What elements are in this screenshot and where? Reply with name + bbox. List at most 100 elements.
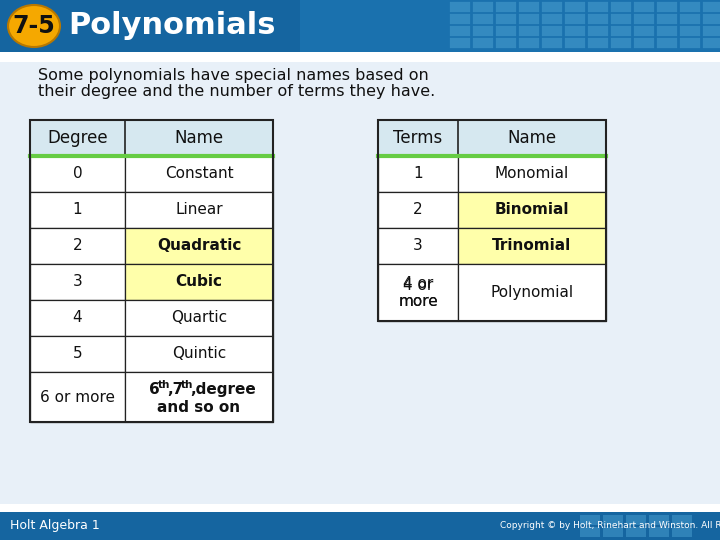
Bar: [634, 26, 654, 36]
Bar: [125, 192, 273, 228]
Bar: [378, 228, 458, 264]
Text: 7-5: 7-5: [13, 14, 55, 38]
Bar: [458, 156, 606, 192]
Text: Degree: Degree: [48, 129, 108, 147]
Bar: [703, 26, 720, 36]
Bar: [588, 26, 608, 36]
Bar: [703, 2, 720, 12]
Bar: [30, 156, 125, 192]
Bar: [125, 264, 273, 300]
Bar: [634, 2, 654, 12]
Bar: [450, 26, 470, 36]
Bar: [611, 26, 631, 36]
Bar: [680, 14, 700, 24]
Bar: [542, 38, 562, 48]
Text: 5: 5: [73, 347, 82, 361]
Text: 4 or
more: 4 or more: [398, 276, 438, 309]
Text: Copyright © by Holt, Rinehart and Winston. All Rights Reserved.: Copyright © by Holt, Rinehart and Winsto…: [500, 522, 720, 530]
Text: Holt Algebra 1: Holt Algebra 1: [10, 519, 100, 532]
Bar: [672, 527, 692, 537]
Text: 1: 1: [413, 166, 423, 181]
Text: and so on: and so on: [158, 400, 240, 415]
Bar: [626, 527, 646, 537]
Text: Linear: Linear: [175, 202, 222, 218]
Bar: [611, 2, 631, 12]
Text: Monomial: Monomial: [495, 166, 569, 181]
Bar: [634, 14, 654, 24]
Bar: [611, 38, 631, 48]
Text: Name: Name: [174, 129, 224, 147]
Bar: [125, 228, 273, 264]
Bar: [565, 14, 585, 24]
Text: more: more: [398, 294, 438, 309]
Bar: [542, 2, 562, 12]
Bar: [378, 192, 458, 228]
Bar: [611, 14, 631, 24]
Bar: [125, 300, 273, 336]
Bar: [626, 515, 646, 525]
Text: Constant: Constant: [165, 166, 233, 181]
Text: Some polynomials have special names based on: Some polynomials have special names base…: [38, 68, 428, 83]
Bar: [603, 527, 623, 537]
Text: 3: 3: [413, 239, 423, 253]
Bar: [580, 527, 600, 537]
Bar: [680, 2, 700, 12]
Bar: [30, 336, 125, 372]
Bar: [458, 192, 606, 228]
Bar: [30, 192, 125, 228]
Bar: [603, 515, 623, 525]
Bar: [378, 120, 606, 321]
Bar: [565, 2, 585, 12]
Bar: [30, 372, 125, 422]
Bar: [496, 2, 516, 12]
Text: th: th: [158, 380, 171, 389]
Text: Name: Name: [508, 129, 557, 147]
Bar: [634, 38, 654, 48]
Bar: [450, 2, 470, 12]
Text: their degree and the number of terms they have.: their degree and the number of terms the…: [38, 84, 436, 99]
Bar: [496, 14, 516, 24]
Bar: [588, 38, 608, 48]
Text: 4 or: 4 or: [403, 278, 433, 293]
Bar: [125, 372, 273, 422]
Bar: [657, 2, 677, 12]
Bar: [30, 300, 125, 336]
Text: Polynomials: Polynomials: [68, 11, 276, 40]
Bar: [565, 38, 585, 48]
Text: Quintic: Quintic: [172, 347, 226, 361]
Bar: [680, 38, 700, 48]
Text: 2: 2: [413, 202, 423, 218]
Text: Terms: Terms: [393, 129, 443, 147]
Bar: [378, 156, 458, 192]
Bar: [0, 52, 720, 512]
Ellipse shape: [8, 5, 60, 47]
Bar: [588, 2, 608, 12]
Bar: [473, 38, 493, 48]
Bar: [125, 156, 273, 192]
Text: 1: 1: [73, 202, 82, 218]
Text: Cubic: Cubic: [176, 274, 222, 289]
Bar: [542, 26, 562, 36]
Text: ,degree: ,degree: [190, 382, 256, 397]
Text: 3: 3: [73, 274, 82, 289]
Bar: [458, 264, 606, 321]
Bar: [30, 228, 125, 264]
Bar: [657, 26, 677, 36]
Bar: [450, 38, 470, 48]
Bar: [672, 515, 692, 525]
Bar: [0, 504, 720, 512]
Bar: [657, 14, 677, 24]
Bar: [519, 14, 539, 24]
Text: Binomial: Binomial: [495, 202, 570, 218]
Bar: [496, 38, 516, 48]
Bar: [649, 527, 669, 537]
Bar: [496, 26, 516, 36]
Bar: [378, 264, 458, 321]
Bar: [30, 264, 125, 300]
Bar: [680, 26, 700, 36]
Bar: [30, 120, 273, 156]
Bar: [473, 2, 493, 12]
Text: 0: 0: [73, 166, 82, 181]
Text: th: th: [181, 380, 194, 389]
Bar: [300, 0, 720, 52]
